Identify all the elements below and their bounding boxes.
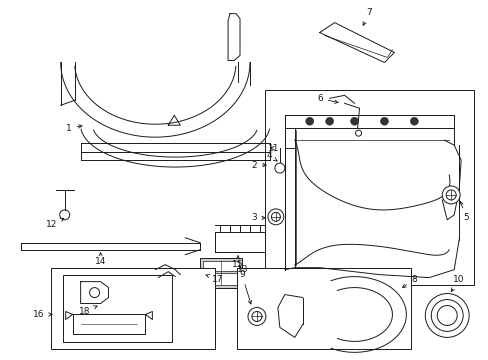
Text: 7: 7 [363,8,372,25]
Text: 4: 4 [266,150,277,161]
Bar [264,90,473,285]
Circle shape [436,306,456,325]
Circle shape [89,288,100,298]
Text: 12: 12 [46,218,64,229]
Circle shape [441,186,459,204]
Bar [203,273,239,285]
Circle shape [355,130,361,136]
Text: 15: 15 [232,256,244,269]
Text: 2: 2 [251,161,265,170]
Bar [203,261,239,271]
Text: 17: 17 [205,275,224,284]
Circle shape [350,117,358,125]
Text: 8: 8 [402,275,416,288]
Circle shape [409,117,417,125]
Circle shape [325,117,333,125]
Circle shape [247,307,265,325]
Text: 5: 5 [459,202,468,222]
Circle shape [446,190,455,200]
Text: 9: 9 [239,270,251,304]
Text: 1: 1 [66,124,82,133]
Circle shape [430,300,462,332]
Text: 13: 13 [236,265,247,274]
Text: 18: 18 [79,306,97,316]
Circle shape [251,311,262,321]
Text: 14: 14 [95,253,106,266]
Bar [237,268,410,349]
Bar [200,258,242,288]
Polygon shape [319,23,394,62]
Circle shape [380,117,387,125]
Circle shape [425,293,468,337]
Text: 6: 6 [316,94,337,103]
Circle shape [60,210,69,220]
Circle shape [271,212,280,221]
Text: 3: 3 [250,213,264,222]
Circle shape [274,163,285,173]
Circle shape [305,117,313,125]
Text: 11: 11 [268,144,279,153]
Bar [62,275,172,342]
Text: 10: 10 [450,275,464,292]
Circle shape [267,209,283,225]
Bar [51,268,215,349]
Text: 16: 16 [33,310,52,319]
